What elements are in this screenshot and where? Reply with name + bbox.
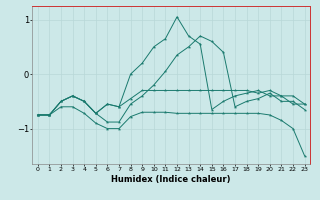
X-axis label: Humidex (Indice chaleur): Humidex (Indice chaleur): [111, 175, 231, 184]
